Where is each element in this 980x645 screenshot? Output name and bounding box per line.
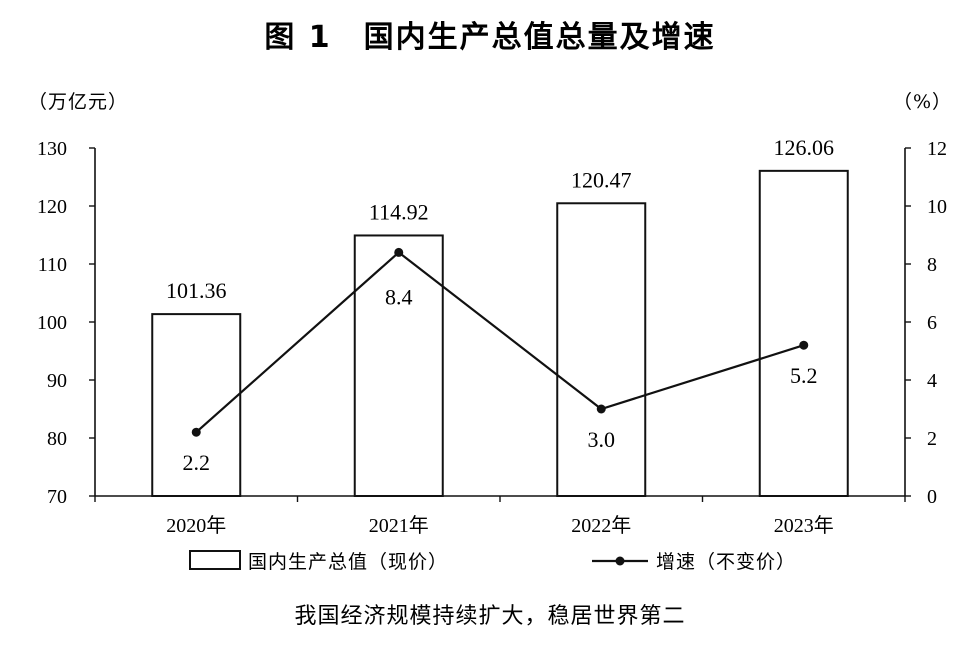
right-tick-label: 2 (927, 428, 937, 450)
right-tick-label: 10 (927, 196, 947, 218)
left-tick-label: 80 (47, 428, 67, 450)
left-tick-label: 120 (37, 196, 67, 218)
gdp-bar (353, 234, 444, 498)
legend: 国内生产总值（现价） 增速（不变价） (189, 550, 796, 573)
growth-value-label: 5.2 (790, 363, 818, 388)
gdp-value-label: 114.92 (369, 199, 429, 224)
x-category-label: 2020年 (166, 514, 226, 537)
chart-footnote: 我国经济规模持续扩大，稳居世界第二 (294, 604, 685, 629)
right-tick-label: 12 (927, 138, 947, 160)
left-tick-label: 110 (38, 254, 67, 276)
bars (151, 169, 849, 498)
gdp-value-label: 120.47 (571, 167, 632, 192)
data-labels: 101.36 114.92 120.47 126.06 2.2 8.4 3.0 5.2 (166, 135, 834, 475)
growth-line (191, 247, 809, 437)
growth-value-label: 2.2 (183, 450, 211, 475)
growth-value-label: 8.4 (385, 284, 413, 309)
gdp-value-label: 126.06 (774, 135, 835, 160)
x-category-label: 2021年 (369, 514, 429, 537)
legend-bar-label: 国内生产总值（现价） (248, 551, 448, 573)
left-tick-label: 130 (37, 138, 67, 160)
x-category-label: 2022年 (571, 514, 631, 537)
growth-point (394, 247, 404, 257)
left-tick-label: 100 (37, 312, 67, 334)
x-category-label: 2023年 (774, 514, 834, 537)
chart-title: 图 1 国内生产总值总量及增速 (264, 20, 715, 55)
legend-line-marker (615, 556, 625, 566)
legend-bar-swatch (189, 550, 241, 570)
right-tick-label: 6 (927, 312, 937, 334)
right-tick-label: 4 (927, 370, 937, 392)
gdp-bar (758, 169, 849, 498)
right-axis-unit: （%） (893, 91, 952, 113)
growth-line-path (195, 250, 805, 434)
growth-value-label: 3.0 (588, 427, 616, 452)
legend-line-label: 增速（不变价） (656, 551, 796, 573)
right-tick-label: 8 (927, 254, 937, 276)
right-tick-label: 0 (927, 486, 937, 508)
growth-point (191, 427, 201, 437)
gdp-value-label: 101.36 (166, 278, 227, 303)
left-axis-unit: （万亿元） (28, 91, 128, 113)
left-tick-label: 70 (47, 486, 67, 508)
growth-point (799, 340, 809, 350)
growth-point (596, 404, 606, 414)
left-tick-label: 90 (47, 370, 67, 392)
gdp-bar (556, 202, 647, 498)
